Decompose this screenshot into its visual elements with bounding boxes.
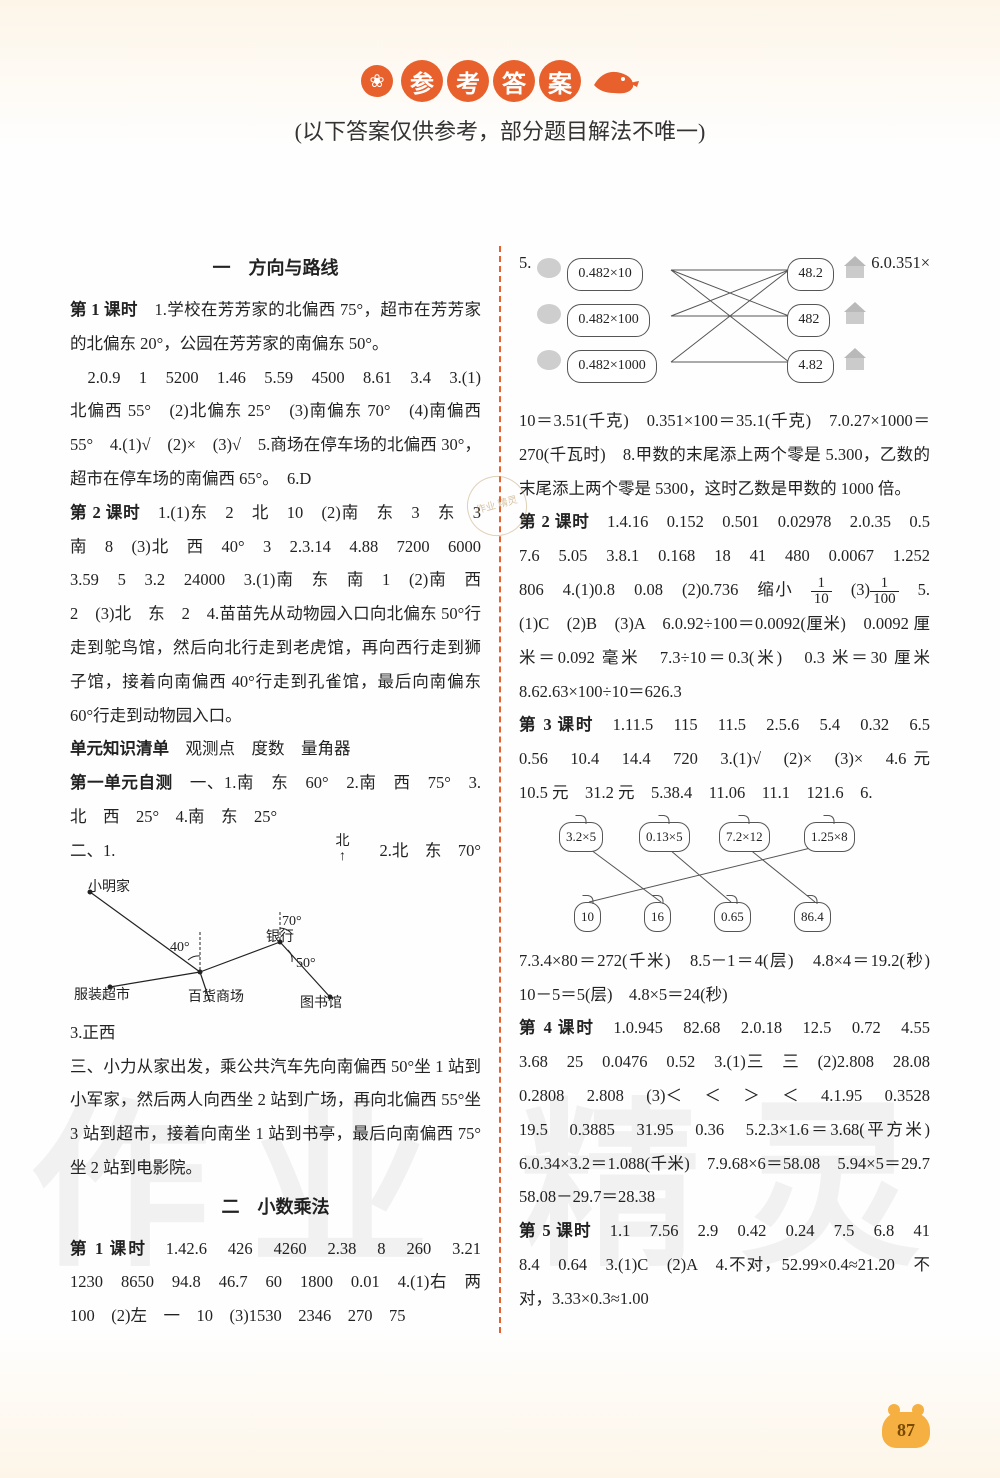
r-p4: 第 3 课时 1.11.5 115 11.5 2.5.6 5.4 0.32 6.…: [519, 708, 930, 809]
house-icon-3: [843, 350, 867, 370]
match-diagram: 0.482×10 0.482×100 0.482×1000 48.2 482 4…: [531, 248, 871, 398]
stamp-text: 作业 精灵: [474, 491, 520, 522]
diag-angle2: 70°: [282, 908, 302, 937]
r-row1: 5. 0.482×10 0.482×100 0.482×1000 48.2: [519, 246, 930, 404]
match-right-1: 482: [787, 304, 830, 337]
title-char-2: 考: [447, 60, 489, 102]
r-p3c: (3): [832, 580, 870, 599]
diag-home: 小明家: [88, 874, 130, 903]
r-p2: 10＝3.51(千克) 0.351×100＝35.1(千克) 7.0.27×10…: [519, 404, 930, 505]
apple-top-1: 0.13×5: [639, 822, 690, 853]
title-text: 参 考 答 案: [401, 60, 581, 102]
apple-bot-0: 10: [574, 902, 601, 933]
house-icon-2: [843, 304, 867, 324]
s2-p1-head: 第 1 课时: [70, 1239, 147, 1258]
apple-bot-1: 16: [644, 902, 671, 933]
apple-top-0: 3.2×5: [559, 822, 603, 853]
title-char-1: 参: [401, 60, 443, 102]
r-p7-head: 第 5 课时: [519, 1221, 592, 1240]
diag-supermarket: 服装超市: [74, 982, 130, 1011]
frac2-den: 100: [870, 592, 899, 607]
title-banner: ❀ 参 考 答 案: [361, 60, 639, 102]
s1-p8: 三、小力从家出发，乘公共汽车先向南偏西 50°坐 1 站到小军家，然后两人向西坐…: [70, 1050, 481, 1185]
apple-top-3: 1.25×8: [804, 822, 855, 853]
s1-p3: 第 2 课时 1.(1)东 2 北 10 (2)南 东 3 东 3 南 8 (3…: [70, 496, 481, 733]
page-number: 87: [882, 1412, 930, 1448]
r-p6-body: 1.0.945 82.68 2.0.18 12.5 0.72 4.55 3.68…: [519, 1018, 947, 1206]
frac1: 110: [811, 576, 832, 607]
r-p1: 5.: [519, 246, 531, 280]
r-p7: 第 5 课时 1.1 7.56 2.9 0.42 0.24 7.5 6.8 41…: [519, 1214, 930, 1315]
right-column: 作业 精灵 5. 0.482×10 0.482×100 0.482×10: [501, 246, 930, 1333]
s2-p1: 第 1 课时 1.42.6 426 4260 2.38 8 260 3.21 1…: [70, 1232, 481, 1333]
apple-bot-3: 86.4: [794, 902, 831, 933]
subtitle: (以下答案仅供参考，部分题目解法不唯一): [0, 114, 1000, 146]
s1-p6: 二、1.: [70, 834, 115, 868]
diag-library: 图书馆: [300, 990, 342, 1019]
match-left-1: 0.482×100: [567, 304, 649, 337]
bird-icon: [589, 63, 639, 99]
match-left-2: 0.482×1000: [567, 350, 656, 383]
s1-p2: 2.0.9 1 5200 1.46 5.59 4500 8.61 3.4 3.(…: [70, 361, 481, 496]
s1-p4: 单元知识清单 观测点 度数 量角器: [70, 732, 481, 766]
content-area: 一 方向与路线 第 1 课时 1.学校在芳芳家的北偏西 75°，超市在芳芳家的北…: [0, 246, 1000, 1333]
frac1-den: 10: [811, 592, 832, 607]
diag-angle3: 50°: [296, 950, 316, 979]
match-right-0: 48.2: [787, 258, 834, 291]
r-p3-head: 第 2 课时: [519, 512, 590, 531]
s1-p3-head: 第 2 课时: [70, 503, 141, 522]
s1-p4-body: 观测点 度数 量角器: [169, 739, 351, 758]
match-right-2: 4.82: [787, 350, 834, 383]
r-p5: 7.3.4×80＝272(千米) 8.5－1＝4(层) 4.8×4＝19.2(秒…: [519, 944, 930, 1012]
header: ❀ 参 考 答 案 (以下答案仅供参考，部分题目解法不唯一): [0, 0, 1000, 146]
title-char-4: 案: [539, 60, 581, 102]
section2-title: 二 小数乘法: [70, 1189, 481, 1226]
apple-top-2: 7.2×12: [719, 822, 770, 853]
title-char-3: 答: [493, 60, 535, 102]
s1-p1: 第 1 课时 1.学校在芳芳家的北偏西 75°，超市在芳芳家的北偏东 20°，公…: [70, 293, 481, 361]
match-left-0: 0.482×10: [567, 258, 642, 291]
section1-title: 一 方向与路线: [70, 250, 481, 287]
s1-p5-head: 第一单元自测: [70, 773, 173, 792]
frac2: 1100: [870, 576, 899, 607]
s1-p6b: 2.北 东 70°: [380, 834, 481, 868]
north-marker: 北↑: [336, 834, 350, 865]
frac1-num: 1: [811, 576, 832, 592]
s1-p5: 第一单元自测 一、1.南 东 60° 2.南 西 75° 3.北 西 25° 4…: [70, 766, 481, 834]
s1-p7: 3.正西: [70, 1016, 481, 1050]
diag-mall: 百货商场: [188, 990, 244, 1005]
r-p1b: 6.0.351×: [871, 246, 930, 280]
frac2-num: 1: [870, 576, 899, 592]
s1-p6-row: 二、1. 北↑ 2.北 东 70°: [70, 834, 481, 868]
r-p3: 第 2 课时 1.4.16 0.152 0.501 0.02978 2.0.35…: [519, 505, 930, 708]
diag-angle1: 40°: [170, 934, 190, 963]
apple-bot-2: 0.65: [714, 902, 751, 933]
direction-diagram: 小明家 40° 银行 70° 50° 服装超市 百货商场 图书馆: [70, 872, 481, 1012]
s1-p4-head: 单元知识清单: [70, 739, 169, 758]
r-p6: 第 4 课时 1.0.945 82.68 2.0.18 12.5 0.72 4.…: [519, 1011, 930, 1214]
r-p4-head: 第 3 课时: [519, 715, 594, 734]
left-column: 一 方向与路线 第 1 课时 1.学校在芳芳家的北偏西 75°，超市在芳芳家的北…: [70, 246, 499, 1333]
s1-p3-body: 1.(1)东 2 北 10 (2)南 东 3 东 3 南 8 (3)北 西 40…: [70, 503, 498, 725]
apple-diagram: 3.2×5 0.13×5 7.2×12 1.25×8 10 16 0.65 86…: [519, 812, 930, 942]
house-icon-1: [843, 258, 867, 278]
s1-p1-head: 第 1 课时: [70, 300, 138, 319]
r-p6-head: 第 4 课时: [519, 1018, 595, 1037]
flower-icon: ❀: [361, 65, 393, 97]
